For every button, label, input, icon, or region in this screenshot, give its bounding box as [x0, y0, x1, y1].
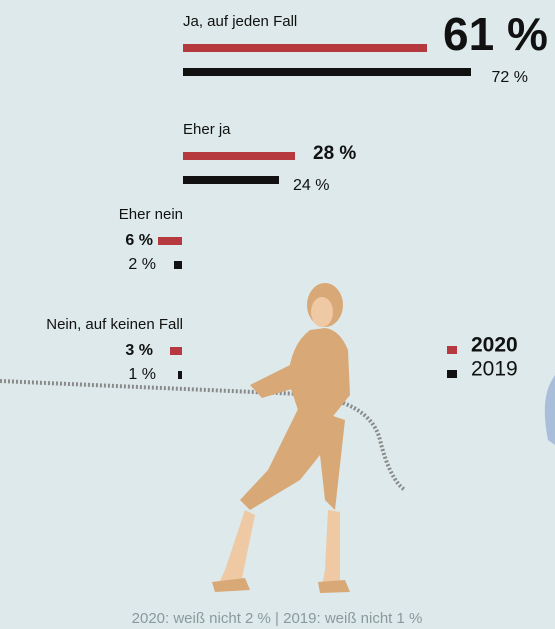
value-label: 3 % — [125, 342, 153, 359]
category-label: Eher nein — [119, 206, 183, 223]
leg — [322, 510, 340, 588]
bar — [170, 347, 182, 355]
legend-label: 2020 — [471, 334, 518, 357]
category-label: Ja, auf jeden Fall — [183, 13, 297, 30]
value-label: 24 % — [293, 177, 329, 194]
shoe — [318, 580, 350, 593]
bar — [158, 237, 182, 245]
shoe — [212, 578, 250, 592]
category-label: Nein, auf keinen Fall — [46, 316, 183, 333]
arm — [250, 360, 305, 398]
bar — [183, 152, 295, 160]
face — [311, 297, 333, 327]
illustration — [0, 283, 555, 593]
bar — [183, 68, 471, 76]
bar — [183, 44, 427, 52]
legend-swatch — [447, 346, 457, 354]
jacket — [288, 328, 350, 420]
bar — [178, 371, 182, 379]
bar — [174, 261, 182, 269]
leg — [218, 510, 255, 588]
value-label: 61 % — [443, 8, 548, 60]
legend-swatch — [447, 370, 457, 378]
legend-label: 2019 — [471, 358, 518, 381]
value-label: 1 % — [128, 366, 156, 383]
value-label: 2 % — [128, 256, 156, 273]
skirt — [240, 405, 345, 510]
value-label: 28 % — [313, 143, 356, 164]
value-label: 6 % — [125, 232, 153, 249]
footnote: 2020: weiß nicht 2 % | 2019: weiß nicht … — [132, 610, 423, 627]
category-label: Eher ja — [183, 121, 231, 138]
value-label: 72 % — [492, 69, 528, 86]
figure-edge — [544, 375, 555, 445]
bar — [183, 176, 279, 184]
